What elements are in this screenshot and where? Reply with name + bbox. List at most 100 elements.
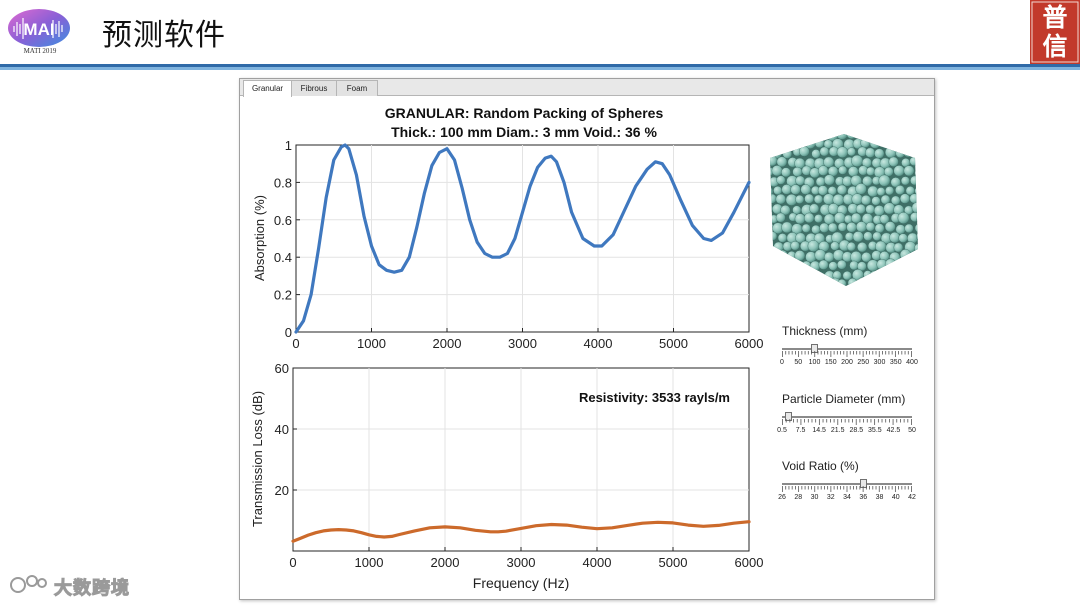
sample-sphere bbox=[905, 134, 916, 139]
seal-char-1: 普 bbox=[1042, 3, 1068, 32]
sample-sphere bbox=[865, 147, 876, 158]
sample-sphere bbox=[891, 195, 901, 206]
absorption-xtick-label: 2000 bbox=[433, 336, 462, 351]
slider-tick-label: 35.5 bbox=[868, 427, 882, 434]
sample-sphere bbox=[777, 137, 787, 147]
sample-sphere bbox=[886, 134, 897, 139]
sample-sphere bbox=[782, 280, 793, 286]
watermark: 大数跨境 bbox=[8, 571, 148, 601]
plots-canvas: GRANULAR: Random Packing of Spheres Thic… bbox=[250, 105, 918, 591]
void-ratio-slider-track[interactable] bbox=[782, 479, 912, 488]
void-ratio-slider-label: Void Ratio (%) bbox=[782, 459, 859, 473]
sample-sphere bbox=[904, 223, 914, 233]
sample-sphere bbox=[852, 231, 864, 243]
sample-sphere bbox=[794, 250, 806, 262]
sample-sphere bbox=[907, 270, 918, 281]
thickness-slider-track[interactable] bbox=[782, 344, 912, 353]
tab-granular[interactable]: Granular bbox=[243, 80, 292, 97]
sample-sphere bbox=[846, 242, 856, 252]
sample-sphere bbox=[790, 240, 800, 251]
sample-sphere bbox=[880, 268, 893, 281]
sample-sphere bbox=[809, 203, 820, 214]
sample-sphere bbox=[849, 260, 859, 271]
sample-sphere bbox=[884, 166, 894, 177]
sample-sphere bbox=[860, 194, 872, 206]
slide-title: 预测软件 bbox=[102, 18, 226, 53]
tab-fibrous[interactable]: Fibrous bbox=[291, 80, 337, 96]
absorption-ticks: 0 1000 2000 3000 4000 5000 6000 0 0.2 0.4 0.6 0.8 1 bbox=[274, 138, 764, 351]
sample-sphere bbox=[814, 249, 827, 261]
sample-sphere bbox=[857, 134, 868, 138]
absorption-ytick-label: 0 bbox=[285, 325, 292, 340]
sample-parameters: Thick.: 100 mm Diam.: 3 mm Void.: 36 % bbox=[391, 124, 657, 140]
absorption-series-line bbox=[294, 143, 751, 334]
sample-sphere bbox=[890, 177, 901, 188]
sample-sphere bbox=[874, 148, 885, 159]
sample-sphere bbox=[865, 204, 876, 215]
slide-header: MAI MATI 2019 预测软件 普 信 bbox=[0, 0, 1080, 70]
seal-char-2: 信 bbox=[1042, 32, 1068, 61]
sample-sphere bbox=[829, 277, 842, 286]
sample-sphere bbox=[771, 165, 783, 177]
sample-sphere bbox=[807, 240, 820, 252]
slider-tick-label: 40 bbox=[891, 494, 900, 501]
slider-tick-label: 0 bbox=[780, 359, 784, 366]
sample-sphere bbox=[897, 212, 910, 224]
sample-sphere bbox=[795, 175, 806, 186]
sample-sphere bbox=[827, 222, 838, 233]
sample-sphere bbox=[876, 134, 886, 139]
absorption-ytick-label: 0.6 bbox=[274, 213, 292, 228]
sample-sphere bbox=[770, 249, 779, 260]
slider-tick-label: 28 bbox=[794, 494, 803, 501]
slider-tick-label: 50 bbox=[794, 359, 803, 366]
tab-foam[interactable]: Foam bbox=[336, 80, 378, 96]
sample-sphere bbox=[792, 166, 803, 177]
sample-sphere bbox=[791, 260, 801, 270]
watermark-text: 大数跨境 bbox=[54, 578, 130, 599]
slider-tick-label: 38 bbox=[875, 494, 884, 501]
slider-tick-label: 42.5 bbox=[886, 427, 901, 434]
sample-sphere bbox=[917, 252, 918, 262]
slider-tick-label: 350 bbox=[889, 359, 902, 366]
sample-sphere bbox=[855, 183, 867, 195]
sample-sphere bbox=[775, 212, 786, 223]
particle-diameter-slider-thumb[interactable] bbox=[785, 412, 793, 421]
sample-sphere bbox=[801, 260, 812, 271]
particle-diameter-slider-track[interactable] bbox=[782, 412, 912, 421]
sample-sphere bbox=[910, 250, 918, 260]
sample-sphere bbox=[820, 280, 830, 286]
sample-sphere bbox=[916, 213, 918, 226]
sample-sphere bbox=[791, 281, 801, 286]
sample-sphere bbox=[823, 156, 835, 168]
sample-sphere bbox=[781, 184, 792, 195]
sample-sphere bbox=[770, 155, 778, 167]
sample-sphere bbox=[874, 223, 885, 234]
sample-sphere bbox=[885, 278, 898, 286]
sample-sphere bbox=[837, 279, 847, 286]
sample-sphere bbox=[808, 277, 820, 286]
sample-sphere bbox=[855, 203, 866, 214]
slider-tick-label: 100 bbox=[808, 359, 821, 366]
sample-sphere bbox=[784, 269, 796, 281]
sample-sphere bbox=[776, 156, 788, 168]
sample-sphere bbox=[770, 137, 779, 148]
sample-sphere bbox=[884, 258, 897, 271]
sample-sphere bbox=[770, 280, 774, 286]
seal-characters: 普 信 bbox=[1030, 0, 1080, 64]
sample-sphere bbox=[800, 184, 812, 195]
sample-sphere bbox=[837, 222, 848, 232]
sample-sphere bbox=[915, 268, 918, 281]
sample-sphere bbox=[846, 134, 858, 140]
sample-sphere bbox=[775, 193, 786, 205]
tab-strip: Granular Fibrous Foam bbox=[240, 79, 934, 97]
sample-sphere bbox=[780, 134, 791, 141]
sample-sphere bbox=[890, 269, 900, 279]
sample-sphere bbox=[865, 221, 876, 232]
sample-sphere bbox=[834, 212, 846, 224]
seal-stamp: 普 信 bbox=[1030, 0, 1080, 64]
slider-tick-label: 200 bbox=[841, 359, 853, 366]
sample-sphere bbox=[814, 214, 823, 224]
slider-tick-label: 150 bbox=[824, 359, 837, 366]
sample-sphere bbox=[898, 136, 911, 149]
granular-sample-image bbox=[770, 134, 918, 286]
